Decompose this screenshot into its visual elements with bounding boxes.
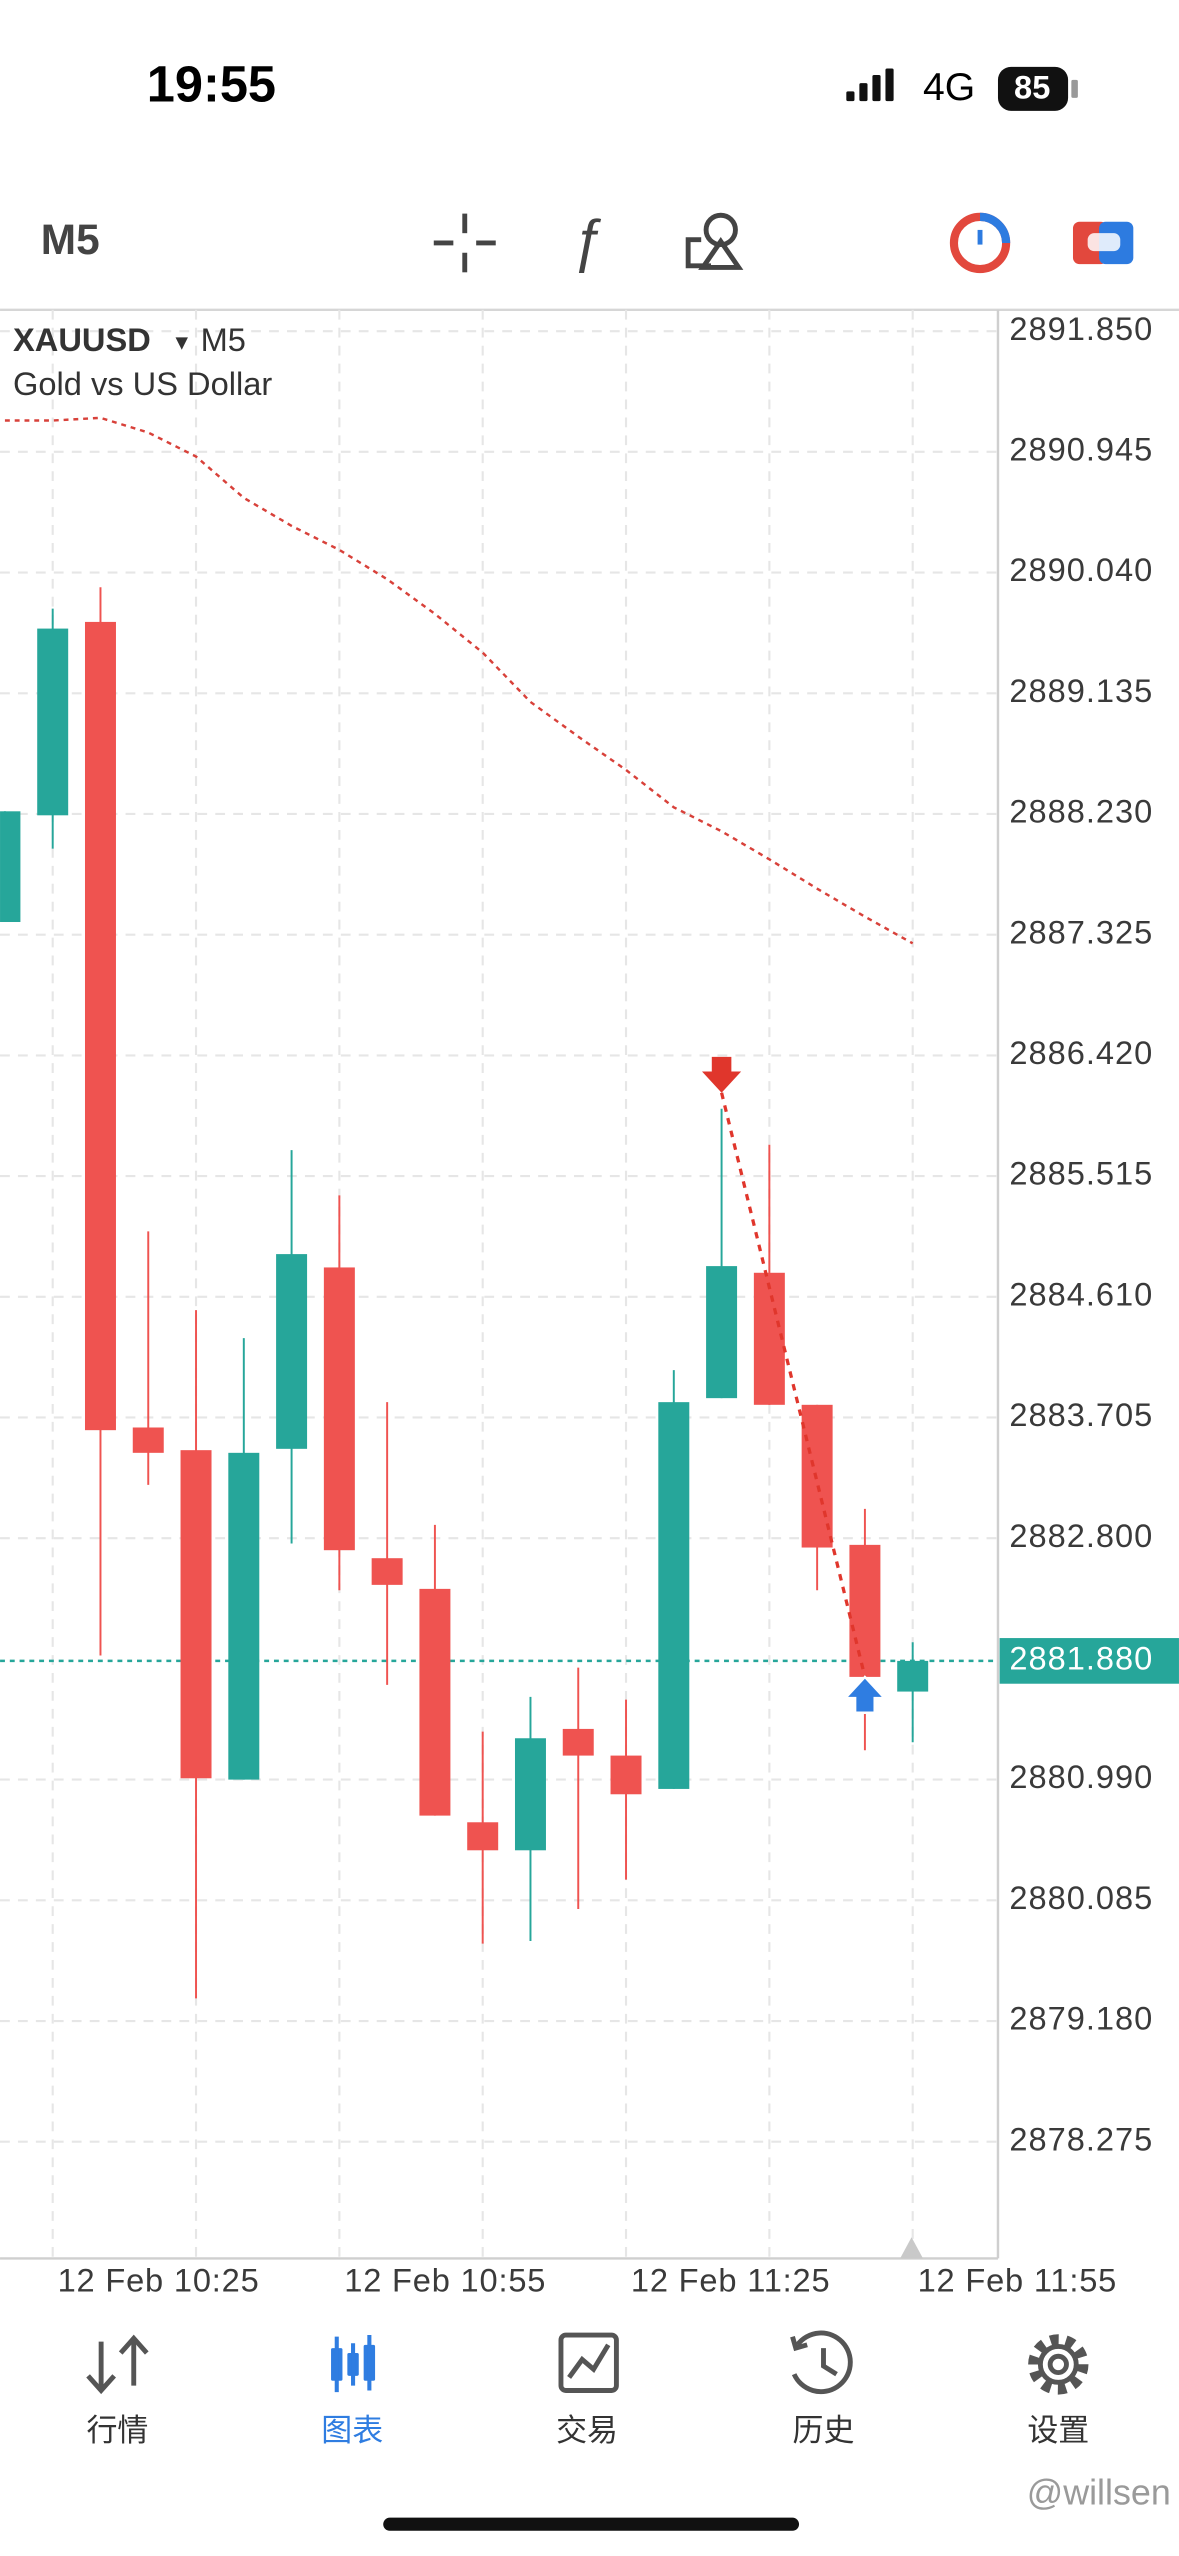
- y-tick-label: 2885.515: [1009, 1155, 1153, 1192]
- trade-icon: [558, 2332, 619, 2393]
- sell-arrow: [702, 1056, 742, 1093]
- bottom-nav: 行情 图表 交易 历史 设置: [86, 2330, 1089, 2448]
- x-tick-label: 12 Feb 10:55: [344, 2261, 546, 2298]
- home-indicator: [383, 2517, 800, 2531]
- status-time: 19:55: [147, 55, 276, 112]
- candle-body: [897, 1660, 929, 1692]
- y-tick-label: 2878.275: [1009, 2120, 1153, 2157]
- candle-body: [84, 621, 116, 1431]
- candle-body: [610, 1755, 642, 1795]
- moving-average-line: [4, 416, 914, 945]
- y-tick-label: 2880.085: [1009, 1879, 1153, 1916]
- candle-body: [371, 1558, 403, 1585]
- nav-item[interactable]: 历史: [793, 2413, 855, 2448]
- candle-body: [514, 1738, 546, 1851]
- y-tick-label: 2887.325: [1009, 913, 1153, 950]
- y-tick-label: 2879.180: [1009, 2000, 1153, 2037]
- battery-level: 85: [1014, 68, 1050, 105]
- axes: 2891.850 2890.945 2890.040 2889.135 2888.230…: [58, 310, 1179, 2298]
- last-price-label: 2881.880: [1009, 1640, 1153, 1677]
- candle-body: [132, 1427, 164, 1453]
- battery-cap: [1071, 79, 1078, 98]
- x-tick-label: 12 Feb 11:25: [631, 2261, 831, 2298]
- candle-body: [180, 1450, 212, 1779]
- settings-icon: [1028, 2334, 1089, 2395]
- candle-body: [658, 1402, 690, 1789]
- y-tick-label: 2880.990: [1009, 1758, 1153, 1795]
- symbol-description: Gold vs US Dollar: [13, 365, 272, 402]
- signal-icon: [846, 68, 894, 102]
- candle-body: [323, 1267, 355, 1551]
- quotes-icon: [86, 2334, 149, 2395]
- x-tick-label: 12 Feb 10:25: [58, 2261, 260, 2298]
- last-price-box: [999, 1638, 1179, 1684]
- trade-button[interactable]: [1072, 221, 1134, 265]
- y-tick-label: 2886.420: [1009, 1034, 1153, 1071]
- network: 4G: [923, 66, 975, 109]
- y-tick-label: 2890.040: [1009, 551, 1153, 588]
- trade-line: [719, 1092, 867, 1678]
- chart-icon: [331, 2335, 376, 2393]
- candle-body: [849, 1544, 881, 1677]
- candle-body: [0, 811, 21, 923]
- candle-body: [276, 1254, 308, 1449]
- candle-body: [228, 1452, 260, 1780]
- candle-body: [753, 1272, 785, 1405]
- y-tick-label: 2882.800: [1009, 1517, 1153, 1554]
- nav-item[interactable]: 行情: [86, 2413, 148, 2448]
- battery: [997, 66, 1069, 111]
- chart-timeframe: M5: [201, 321, 246, 358]
- scroll-marker[interactable]: [900, 2237, 923, 2259]
- symbol: XAUUSD: [13, 321, 151, 358]
- plot: [0, 416, 998, 1999]
- objects-button[interactable]: [685, 212, 744, 270]
- indicators-button[interactable]: ƒ: [571, 208, 604, 273]
- nav-item[interactable]: 交易: [556, 2413, 618, 2448]
- timeframe-button[interactable]: M5: [41, 216, 100, 263]
- symbol-menu-caret[interactable]: ▼: [171, 332, 192, 355]
- nav-item[interactable]: 图表: [321, 2413, 383, 2448]
- candle-body: [467, 1822, 499, 1851]
- y-tick-label: 2891.850: [1009, 310, 1153, 347]
- watermark: @willsen: [1027, 2472, 1171, 2512]
- nav-item[interactable]: 设置: [1027, 2413, 1089, 2448]
- y-tick-label: 2884.610: [1009, 1275, 1153, 1312]
- buy-arrow: [842, 1675, 888, 1714]
- grid: [0, 309, 998, 2259]
- candle-body: [37, 628, 69, 816]
- y-tick-label: 2890.945: [1009, 430, 1153, 467]
- crosshair-button[interactable]: [433, 213, 496, 273]
- candle-body: [419, 1588, 451, 1816]
- candle-body: [706, 1266, 738, 1399]
- x-tick-label: 12 Feb 11:55: [918, 2261, 1118, 2298]
- y-tick-label: 2888.230: [1009, 793, 1153, 830]
- y-tick-label: 2889.135: [1009, 672, 1153, 709]
- y-tick-label: 2883.705: [1009, 1396, 1153, 1433]
- history-icon: [790, 2330, 853, 2395]
- candle-body: [562, 1728, 594, 1756]
- one-click-button[interactable]: [949, 212, 1011, 274]
